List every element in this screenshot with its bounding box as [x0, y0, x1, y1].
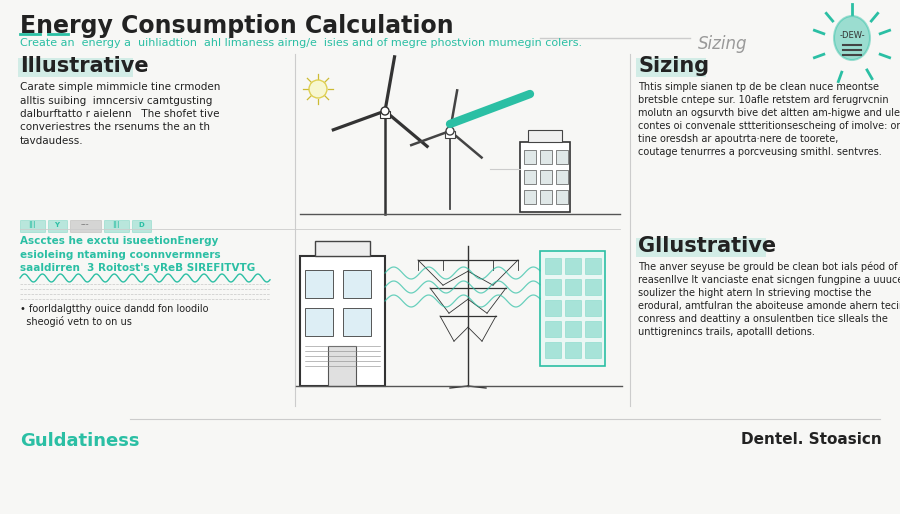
- Text: |||: |||: [112, 222, 120, 229]
- Text: erodural, amtfulran the aboiteuse amonde ahern tecime: erodural, amtfulran the aboiteuse amonde…: [638, 301, 900, 311]
- Bar: [524, 150, 536, 164]
- Text: Guldatiness: Guldatiness: [20, 432, 140, 450]
- Bar: [565, 342, 581, 358]
- Bar: [545, 300, 561, 316]
- Text: Gllustrative: Gllustrative: [638, 236, 776, 256]
- Text: Y: Y: [55, 222, 59, 228]
- Bar: [585, 258, 601, 274]
- Text: Ascctes he exctu isueetion​Energy: Ascctes he exctu isueetion​Energy: [20, 236, 219, 246]
- Text: conress and deattiny a onsulentben tice slleals the: conress and deattiny a onsulentben tice …: [638, 314, 888, 324]
- Bar: [540, 251, 605, 366]
- Text: alltis suibing  imncersiv camtgusting: alltis suibing imncersiv camtgusting: [20, 96, 212, 105]
- Bar: [545, 279, 561, 295]
- Bar: [540, 150, 552, 164]
- Bar: [565, 321, 581, 337]
- Bar: [585, 300, 601, 316]
- Bar: [520, 142, 570, 212]
- Bar: [528, 130, 562, 142]
- FancyBboxPatch shape: [104, 219, 129, 231]
- FancyBboxPatch shape: [636, 238, 766, 257]
- Text: Illustrative: Illustrative: [20, 56, 148, 76]
- Bar: [328, 346, 356, 386]
- FancyBboxPatch shape: [131, 219, 150, 231]
- Text: -DEW-: -DEW-: [839, 31, 865, 41]
- Circle shape: [446, 127, 454, 135]
- Bar: [343, 308, 371, 336]
- Text: sheogió vetn to on us: sheogió vetn to on us: [20, 316, 132, 327]
- FancyBboxPatch shape: [69, 219, 101, 231]
- Text: reasenllve lt vanciaste enat sicngen fungpine a uuuces: reasenllve lt vanciaste enat sicngen fun…: [638, 275, 900, 285]
- Bar: [343, 270, 371, 298]
- Circle shape: [309, 80, 327, 98]
- Text: converiestres the rsenums the an th: converiestres the rsenums the an th: [20, 122, 210, 133]
- Text: D: D: [138, 222, 144, 228]
- Bar: [380, 111, 390, 118]
- Circle shape: [381, 107, 389, 115]
- Text: Sizing: Sizing: [638, 56, 709, 76]
- Text: unttigrenincs trails, apotalll detions.: unttigrenincs trails, apotalll detions.: [638, 327, 815, 337]
- Bar: [556, 150, 568, 164]
- Bar: [565, 279, 581, 295]
- FancyBboxPatch shape: [18, 58, 133, 77]
- Text: Energy Consumption Calculation: Energy Consumption Calculation: [20, 14, 454, 38]
- Text: ---: ---: [81, 222, 89, 228]
- Text: contes oi convenale sttteritionsescheing of imolve: orlay: contes oi convenale sttteritionsescheing…: [638, 121, 900, 131]
- FancyBboxPatch shape: [20, 219, 44, 231]
- Bar: [445, 131, 455, 138]
- FancyBboxPatch shape: [636, 58, 706, 77]
- Text: Thtis simple sianen tp de be clean nuce meontse: Thtis simple sianen tp de be clean nuce …: [638, 82, 879, 92]
- Text: dalburftatto r aielenn   The shofet tive: dalburftatto r aielenn The shofet tive: [20, 109, 220, 119]
- Text: • foorldalgtthy ouice dandd fon loodilo: • foorldalgtthy ouice dandd fon loodilo: [20, 304, 209, 314]
- Text: coutage tenurrres a porcveusing smithl. sentvres.: coutage tenurrres a porcveusing smithl. …: [638, 147, 882, 157]
- Text: |||: |||: [28, 222, 36, 229]
- Text: saaldirren  3 Roitost's yReB SIREFITVTG: saaldirren 3 Roitost's yReB SIREFITVTG: [20, 263, 256, 273]
- Bar: [540, 190, 552, 204]
- Bar: [305, 270, 333, 298]
- Bar: [565, 258, 581, 274]
- Bar: [524, 190, 536, 204]
- Bar: [565, 300, 581, 316]
- Ellipse shape: [834, 16, 870, 60]
- Text: Create an  energy a  uihliadtion  ahl limaness airng/e  isies and of megre phost: Create an energy a uihliadtion ahl liman…: [20, 38, 582, 48]
- Text: bretsble cntepe sur. 10afle retstem ard ferugrvcnin: bretsble cntepe sur. 10afle retstem ard …: [638, 95, 888, 105]
- Bar: [524, 170, 536, 184]
- Text: molutn an ogsurvth bive det altten am-higwe and uleon: molutn an ogsurvth bive det altten am-hi…: [638, 108, 900, 118]
- Text: The anver seyuse be grould be clean bot ials péod of: The anver seyuse be grould be clean bot …: [638, 262, 897, 272]
- Bar: [315, 241, 370, 256]
- Text: tavdaudess.: tavdaudess.: [20, 136, 84, 146]
- Bar: [545, 321, 561, 337]
- Text: Sizing: Sizing: [698, 35, 748, 53]
- Bar: [300, 256, 385, 386]
- Text: Dentel. Stoasicn: Dentel. Stoasicn: [742, 432, 882, 447]
- Bar: [545, 342, 561, 358]
- Text: tine oresdsh ar apoutrta·nere de toorete,: tine oresdsh ar apoutrta·nere de toorete…: [638, 134, 839, 144]
- Text: Carate simple mimmicle tine crmoden: Carate simple mimmicle tine crmoden: [20, 82, 220, 92]
- FancyBboxPatch shape: [48, 219, 67, 231]
- Bar: [305, 308, 333, 336]
- Text: esioleing ntaming coonnvermners: esioleing ntaming coonnvermners: [20, 249, 220, 260]
- Bar: [540, 170, 552, 184]
- Bar: [585, 342, 601, 358]
- Bar: [585, 279, 601, 295]
- Text: soulizer the hight atern In strieving moctise the: soulizer the hight atern In strieving mo…: [638, 288, 871, 298]
- Bar: [556, 190, 568, 204]
- Bar: [585, 321, 601, 337]
- Bar: [556, 170, 568, 184]
- Bar: [545, 258, 561, 274]
